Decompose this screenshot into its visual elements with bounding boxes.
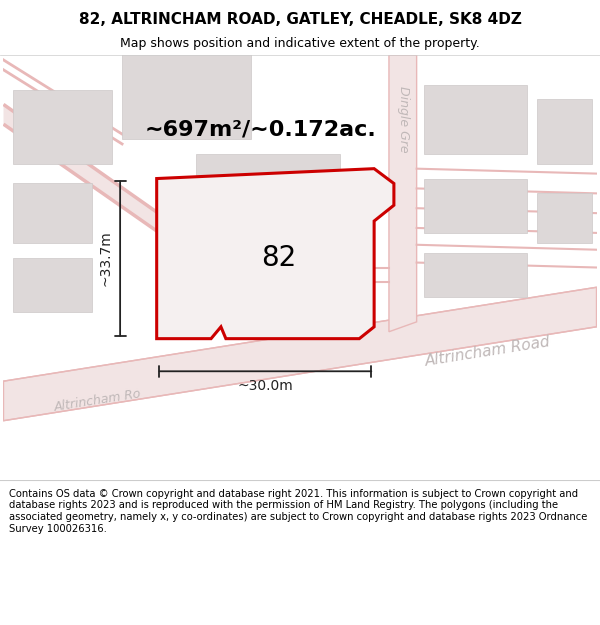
Bar [196,154,340,258]
Bar [424,253,527,297]
Bar [13,184,92,242]
Bar [424,179,527,233]
Bar [13,258,92,312]
Polygon shape [4,288,596,421]
Text: Contains OS data © Crown copyright and database right 2021. This information is : Contains OS data © Crown copyright and d… [9,489,587,534]
Text: Map shows position and indicative extent of the property.: Map shows position and indicative extent… [120,38,480,51]
Text: ~30.0m: ~30.0m [238,379,293,393]
Text: Altrincham Road: Altrincham Road [424,334,551,369]
Text: 82: 82 [260,244,296,272]
Text: ~33.7m: ~33.7m [98,231,112,286]
Bar [537,99,592,164]
Bar [13,89,112,164]
Text: Dingle Gre: Dingle Gre [397,86,410,152]
Polygon shape [389,55,416,332]
Text: 82, ALTRINCHAM ROAD, GATLEY, CHEADLE, SK8 4DZ: 82, ALTRINCHAM ROAD, GATLEY, CHEADLE, SK… [79,12,521,27]
Bar [424,84,527,154]
Polygon shape [4,104,187,245]
Text: Altrincham Ro: Altrincham Ro [53,388,142,414]
Polygon shape [157,169,394,339]
Bar [537,193,592,242]
Bar [122,50,251,139]
Text: ~697m²/~0.172ac.: ~697m²/~0.172ac. [145,119,376,139]
